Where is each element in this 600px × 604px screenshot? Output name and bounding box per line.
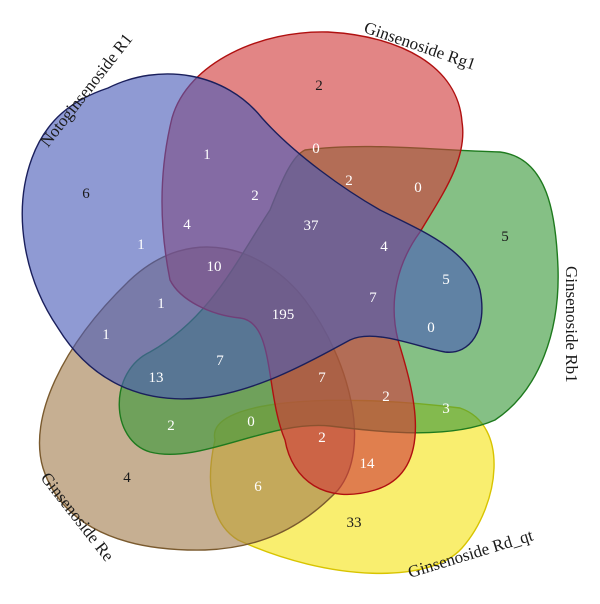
region-count: 1 xyxy=(157,296,165,312)
region-count: 2 xyxy=(318,430,326,446)
region-counts: 2 0 2 0 6 1 2 4 37 4 5 1 10 5 1 195 7 1 … xyxy=(82,78,509,531)
region-count: 2 xyxy=(315,78,323,94)
region-count: 6 xyxy=(82,186,90,202)
region-count: 2 xyxy=(382,389,390,405)
region-count: 2 xyxy=(251,188,259,204)
region-count: 2 xyxy=(345,173,353,189)
region-count: 33 xyxy=(347,515,362,531)
region-count: 5 xyxy=(442,272,450,288)
region-count: 3 xyxy=(442,401,450,417)
region-count: 7 xyxy=(318,370,326,386)
region-count: 4 xyxy=(123,470,131,486)
region-count: 14 xyxy=(360,456,376,472)
region-count: 0 xyxy=(312,141,320,157)
region-count: 195 xyxy=(272,307,295,323)
region-count: 4 xyxy=(183,217,191,233)
region-count: 4 xyxy=(380,239,388,255)
region-count: 1 xyxy=(203,147,211,163)
set-shape-r1 xyxy=(21,73,483,400)
region-count: 0 xyxy=(247,414,255,430)
region-count: 7 xyxy=(369,290,377,306)
region-count: 6 xyxy=(254,479,262,495)
region-count: 10 xyxy=(207,259,222,275)
region-count: 37 xyxy=(304,218,320,234)
region-count: 0 xyxy=(427,320,435,336)
set-shapes xyxy=(21,31,559,574)
set-label-rb1: Ginsenoside Rb1 xyxy=(562,266,581,383)
region-count: 2 xyxy=(167,418,175,434)
region-count: 1 xyxy=(137,237,145,253)
region-count: 5 xyxy=(501,229,509,245)
region-count: 13 xyxy=(149,370,164,386)
region-count: 1 xyxy=(102,327,110,343)
region-count: 7 xyxy=(216,353,224,369)
region-count: 0 xyxy=(414,180,422,196)
